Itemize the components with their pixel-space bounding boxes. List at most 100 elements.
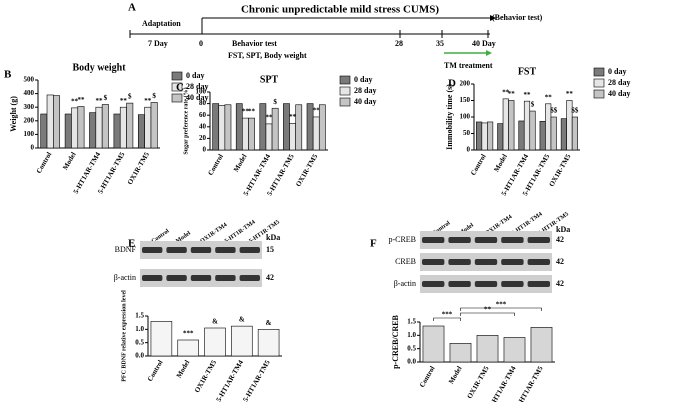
y-axis-label: p-CREB/CREB — [391, 314, 400, 368]
row-label: CREB — [395, 257, 416, 266]
bar — [265, 123, 273, 151]
bar — [449, 343, 472, 363]
blot-band — [501, 237, 524, 243]
y-tick-label: 100 — [196, 88, 207, 96]
panel-label: B — [4, 69, 12, 81]
timeline-end: (Behavior test) — [492, 13, 543, 22]
significance-marker: ** — [502, 88, 510, 96]
bar — [508, 100, 515, 151]
significance-marker: $ — [531, 101, 535, 109]
blot-band — [448, 237, 471, 243]
blot-band — [422, 259, 445, 265]
bar — [518, 120, 525, 151]
significance-marker: $$ — [571, 107, 579, 115]
bar — [497, 123, 504, 151]
bar — [77, 106, 85, 149]
significance-marker: & — [212, 318, 218, 326]
x-tick-label: 5-HT1AR-TM5 — [241, 358, 272, 402]
y-tick-label: 0 — [467, 146, 471, 154]
panel-label: D — [448, 78, 456, 90]
bar — [481, 122, 488, 151]
y-tick-label: 1.5 — [135, 312, 144, 320]
y-tick-label: 40 — [199, 122, 207, 130]
legend-label: 28 day — [186, 82, 208, 91]
bar — [224, 104, 232, 151]
y-tick-label: 0.5 — [407, 344, 416, 352]
row-label: β-actin — [114, 273, 136, 282]
significance-marker: ** — [248, 108, 256, 116]
x-tick-label: Control — [206, 153, 225, 177]
chart-title: FST — [518, 66, 537, 77]
y-tick-label: 80 — [199, 99, 207, 107]
x-tick-label: Control — [35, 151, 54, 175]
row-label: p-CREB — [388, 235, 416, 244]
legend-swatch — [171, 71, 183, 81]
legend-label: 0 day — [608, 67, 626, 76]
bar — [560, 118, 567, 151]
significance-bracket — [433, 317, 461, 321]
significance-marker: $ — [273, 98, 277, 106]
significance-marker: ** — [120, 97, 128, 105]
arrowhead — [490, 15, 496, 21]
x-tick-label: Model — [61, 151, 77, 172]
y-tick-label: 150 — [460, 96, 471, 104]
significance-marker: $ — [128, 93, 132, 101]
bar — [231, 325, 253, 357]
bar — [95, 106, 103, 149]
bar — [119, 106, 127, 149]
blot-band — [448, 259, 471, 265]
legend-swatch — [593, 89, 605, 99]
bar — [550, 116, 557, 151]
x-tick-label: OX1R-TM5 — [126, 150, 151, 186]
blot-band — [422, 237, 445, 243]
blot-band — [239, 247, 260, 253]
row-label: β-actin — [394, 279, 416, 288]
bar — [40, 113, 48, 149]
blot-band — [527, 281, 550, 287]
bar — [218, 105, 226, 151]
significance-marker: & — [266, 319, 272, 327]
bar — [530, 327, 553, 363]
blot-band — [474, 281, 498, 287]
legend-swatch — [171, 93, 183, 103]
x-tick-label: OX1R-TM5 — [294, 152, 319, 188]
legend-label: 40 day — [608, 89, 630, 98]
blot-band — [474, 259, 498, 265]
significance-marker: $ — [152, 92, 156, 100]
significance-marker: $$ — [550, 107, 558, 115]
bar — [150, 321, 173, 357]
x-tick-label: Control — [146, 359, 165, 383]
kda-label: kDa — [556, 225, 570, 234]
x-tick-label: 5-HT1AR-TM5 — [96, 150, 127, 195]
significance-bracket — [460, 312, 515, 316]
day-label: 0 — [199, 39, 203, 48]
bar — [422, 325, 445, 363]
x-tick-label: Model — [447, 365, 463, 386]
size-label: 42 — [556, 279, 564, 288]
x-tick-label: OX1R-TM5 — [193, 358, 218, 394]
significance-marker: ** — [266, 114, 274, 122]
y-axis-label: Immobility time (s) — [445, 84, 454, 150]
day-label: 7 Day — [148, 39, 168, 48]
significance-marker: ** — [144, 97, 152, 105]
day-label: 28 — [395, 39, 403, 48]
legend-label: 28 day — [608, 78, 630, 87]
significance-marker: ** — [313, 107, 321, 115]
bar — [212, 103, 220, 151]
y-tick-label: 0.0 — [135, 352, 144, 360]
significance-marker: ** — [242, 108, 250, 116]
significance-marker: *** — [496, 301, 507, 309]
y-axis-label: Weight (g) — [9, 96, 18, 132]
timeline: A Chronic unpredictable mild stress CUMS… — [128, 2, 543, 70]
blot-band — [166, 275, 187, 281]
significance-marker: ** — [71, 97, 79, 105]
significance-marker: ** — [96, 97, 104, 105]
blot-band — [142, 247, 163, 253]
bar — [177, 339, 199, 357]
bar — [476, 335, 499, 363]
bar — [271, 107, 279, 151]
day-label: 35 — [436, 39, 444, 48]
y-tick-label: 0 — [203, 146, 207, 154]
x-tick-label: 5-HT1AR-TM5 — [514, 364, 545, 402]
